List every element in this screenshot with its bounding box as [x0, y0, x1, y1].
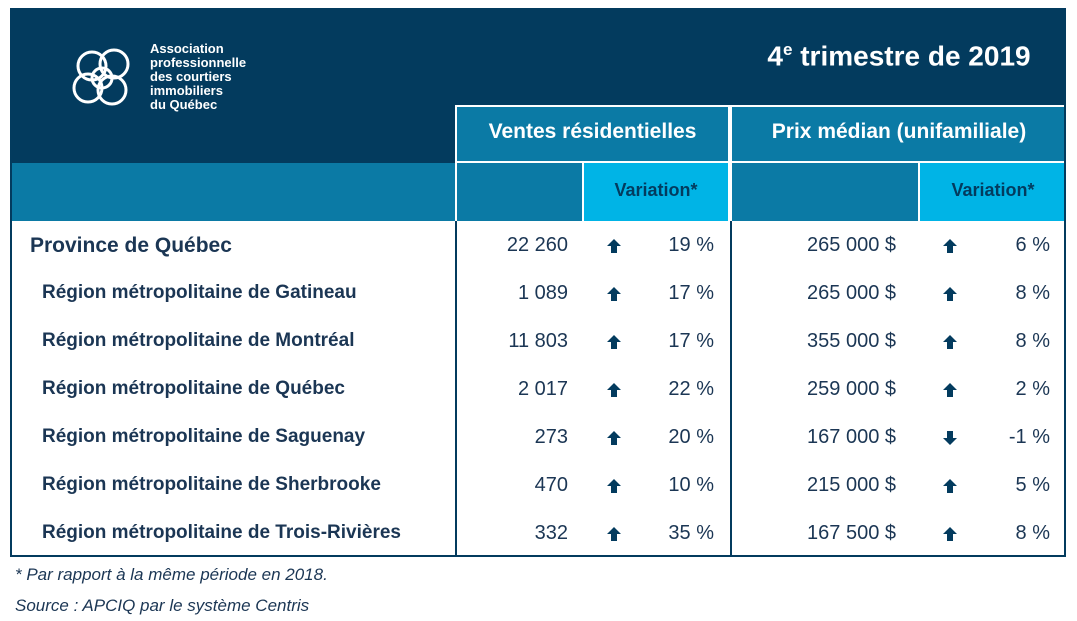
logo-text: Association professionnelle des courtiers i…: [150, 42, 246, 112]
sales-variation: 35 %: [668, 522, 714, 544]
trend-arrow: [607, 383, 621, 397]
variation-header: Variation*: [951, 180, 1035, 200]
sales-value: 1 089: [517, 282, 568, 304]
price-header-cell: [732, 107, 1066, 161]
sales-value: 22 260: [506, 234, 568, 256]
header-band: [10, 8, 1066, 105]
row-name: Région métropolitaine de Sherbrooke: [42, 474, 381, 495]
variation-header: Variation*: [614, 180, 698, 200]
sales-value: 470: [534, 474, 568, 496]
trend-arrow: [607, 479, 621, 493]
price-value: 167 500 $: [807, 522, 896, 544]
price-value: 355 000 $: [807, 330, 896, 352]
title-number: 4: [767, 40, 783, 72]
title-text: trimestre de 2019: [800, 40, 1031, 72]
price-variation: 2 %: [1015, 378, 1050, 400]
sales-value: 2 017: [517, 378, 568, 400]
sales-value: 273: [534, 426, 568, 448]
price-value: 259 000 $: [807, 378, 896, 400]
title-sup: e: [782, 40, 793, 59]
logo-line: professionnelle: [150, 55, 247, 70]
variation-cell: [920, 163, 1066, 221]
title: 4e trimestre de 2019: [732, 40, 1066, 72]
logo-mark: [72, 48, 130, 106]
price-header: Prix médian (unifamiliale): [771, 120, 1027, 143]
footnote: * Par rapport à la même période en 2018.: [15, 565, 328, 584]
logo-line: du Québec: [150, 97, 218, 112]
price-variation: 8 %: [1015, 522, 1050, 544]
logo-line: des courtiers: [150, 69, 232, 84]
trend-arrow: [943, 479, 957, 493]
price-variation: -1 %: [1008, 426, 1050, 448]
subheader-cell: [457, 163, 582, 221]
trend-arrow: [943, 383, 957, 397]
trend-arrow: [943, 431, 957, 445]
trend-arrow: [607, 239, 621, 253]
table-border: [10, 8, 1066, 557]
trend-arrow: [943, 335, 957, 349]
trend-arrow: [607, 287, 621, 301]
sales-header: Ventes résidentielles: [488, 120, 697, 143]
trend-arrow: [943, 239, 957, 253]
trend-arrow: [607, 527, 621, 541]
price-value: 215 000 $: [807, 474, 896, 496]
sales-variation: 20 %: [668, 426, 714, 448]
price-variation: 8 %: [1015, 330, 1050, 352]
row-name: Région métropolitaine de Saguenay: [42, 426, 366, 447]
price-variation: 5 %: [1015, 474, 1050, 496]
price-variation: 8 %: [1015, 282, 1050, 304]
price-value: 265 000 $: [807, 282, 896, 304]
sales-variation: 19 %: [668, 234, 714, 256]
sales-variation: 10 %: [668, 474, 714, 496]
logo-line: Association: [150, 41, 224, 56]
variation-cell: [584, 163, 728, 221]
sales-variation: 17 %: [668, 330, 714, 352]
column-divider: [455, 221, 457, 557]
row-name: Région métropolitaine de Gatineau: [42, 282, 357, 303]
logo-line: immobiliers: [150, 83, 223, 98]
sales-variation: 17 %: [668, 282, 714, 304]
row-name: Région métropolitaine de Québec: [42, 378, 345, 399]
subheader-cell: [732, 163, 918, 221]
row-name: Province de Québec: [30, 234, 232, 257]
trend-arrow: [607, 431, 621, 445]
row-name: Région métropolitaine de Montréal: [42, 330, 355, 351]
trend-arrow: [943, 527, 957, 541]
sales-variation: 22 %: [668, 378, 714, 400]
sales-value: 332: [534, 522, 568, 544]
row-name: Région métropolitaine de Trois-Rivières: [42, 522, 401, 543]
sales-value: 11 803: [508, 330, 568, 352]
price-value: 265 000 $: [807, 234, 896, 256]
subheader-left: [10, 163, 455, 221]
source: Source : APCIQ par le système Centris: [15, 596, 310, 615]
trend-arrow: [943, 287, 957, 301]
header-left: [10, 105, 455, 163]
price-value: 167 000 $: [807, 426, 896, 448]
price-variation: 6 %: [1015, 234, 1050, 256]
column-divider: [730, 221, 732, 557]
sales-header-cell: [457, 107, 728, 161]
trend-arrow: [607, 335, 621, 349]
